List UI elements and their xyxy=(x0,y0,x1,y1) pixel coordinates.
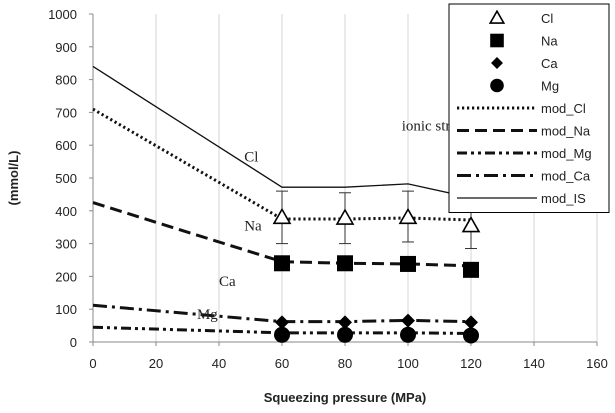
series-group xyxy=(92,65,481,344)
legend-label-Na: Na xyxy=(541,34,558,49)
legend-box xyxy=(448,3,610,213)
annotation-na: Na xyxy=(244,218,262,234)
data-point-Cl xyxy=(335,208,355,225)
data-point-Mg xyxy=(463,327,479,344)
data-point-Ca xyxy=(338,315,352,330)
y-tick-label: 900 xyxy=(55,40,77,55)
legend-label-Mg: Mg xyxy=(541,79,559,94)
data-point-Ca xyxy=(275,315,289,330)
y-tick-label: 300 xyxy=(55,237,77,252)
data-point-Ca xyxy=(401,313,415,328)
legend-label-Ca: Ca xyxy=(541,56,558,71)
y-tick-label: 100 xyxy=(55,302,77,317)
x-tick-label: 140 xyxy=(523,356,545,371)
legend-label-mod_Na: mod_Na xyxy=(541,124,591,139)
x-axis-title: Squeezing pressure (MPa) xyxy=(264,390,427,405)
data-point-Mg xyxy=(400,326,416,343)
x-tick-label: 120 xyxy=(460,356,482,371)
x-tick-label: 160 xyxy=(586,356,608,371)
y-tick-label: 400 xyxy=(55,204,77,219)
y-tick-label: 500 xyxy=(55,171,77,186)
y-tick-label: 700 xyxy=(55,105,77,120)
data-point-Na xyxy=(274,255,290,272)
y-tick-label: 200 xyxy=(55,269,77,284)
x-tick-label: 100 xyxy=(397,356,419,371)
data-point-Na xyxy=(337,255,353,272)
y-tick-label: 800 xyxy=(55,73,77,88)
data-point-Cl xyxy=(272,207,292,225)
data-point-Cl xyxy=(461,215,481,233)
x-tick-label: 80 xyxy=(338,356,352,371)
legend: Cl Na Ca Mg mod_Cl mod_Na mod_Mg mod_Ca mod_IS xyxy=(448,3,610,213)
annotation-ca: Ca xyxy=(219,274,236,290)
legend-label-mod_Mg: mod_Mg xyxy=(541,146,592,161)
data-point-Mg xyxy=(337,326,353,343)
data-point-Na xyxy=(400,255,416,272)
y-tick-label: 600 xyxy=(55,138,77,153)
legend-marker-Mg xyxy=(490,78,504,93)
x-tick-label: 0 xyxy=(89,356,96,371)
y-axis-title: (mmol/L) xyxy=(6,151,21,206)
legend-marker-Cl xyxy=(488,9,506,24)
series-line-mod_IS xyxy=(92,65,472,199)
data-point-Na xyxy=(463,261,479,278)
y-tick-label: 1000 xyxy=(48,7,77,22)
legend-marker-Na xyxy=(490,33,504,48)
legend-label-mod_Cl: mod_Cl xyxy=(541,101,586,116)
legend-label-Cl: Cl xyxy=(541,11,553,26)
x-tick-label: 60 xyxy=(275,356,289,371)
y-tick-label: 0 xyxy=(70,335,77,350)
data-point-Cl xyxy=(398,207,418,225)
legend-label-mod_Ca: mod_Ca xyxy=(541,169,591,184)
legend-marker-Ca xyxy=(491,57,503,69)
data-point-Ca xyxy=(464,315,478,330)
annotation-mg: Mg xyxy=(197,307,218,323)
tick-labels: 0 20 40 60 80 100 120 140 160 0 100 200 300 400 500 600… xyxy=(48,7,608,371)
legend-label-mod_IS: mod_IS xyxy=(541,191,586,206)
x-tick-label: 20 xyxy=(149,356,163,371)
x-tick-label: 40 xyxy=(212,356,226,371)
annotation-cl: Cl xyxy=(244,150,258,166)
data-point-Mg xyxy=(274,326,290,343)
